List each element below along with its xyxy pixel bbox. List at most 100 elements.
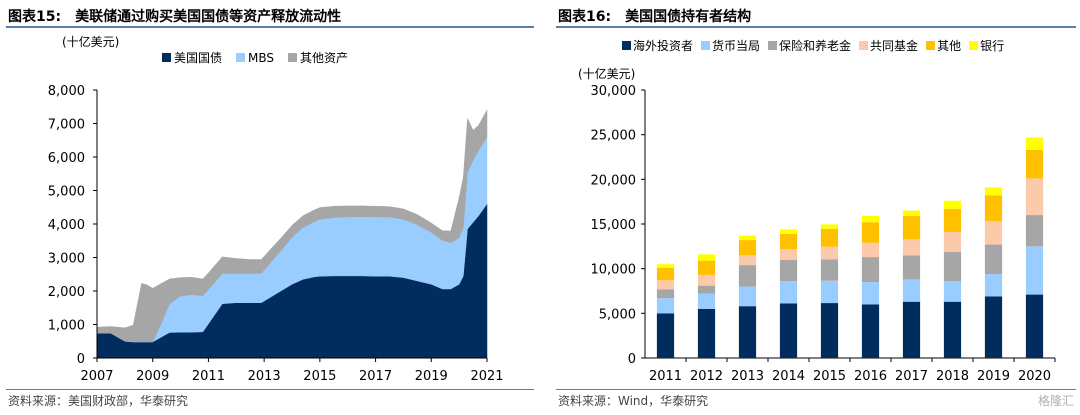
left-source-rule xyxy=(6,389,534,390)
bar-segment-5 xyxy=(984,187,1003,196)
left-figure-number: 图表15: xyxy=(8,9,62,25)
right-legend-swatch-5 xyxy=(969,41,979,50)
bar-segment-2 xyxy=(697,285,716,294)
bar-segment-0 xyxy=(861,304,880,358)
bar-segment-3 xyxy=(984,221,1003,245)
bar-segment-2 xyxy=(861,257,880,283)
bar-segment-3 xyxy=(779,249,798,260)
right-title-rule xyxy=(556,26,1076,28)
right-x-tick-label: 2011 xyxy=(649,369,682,384)
bar-segment-3 xyxy=(697,274,716,286)
left-y-tick-label: 6,000 xyxy=(48,151,85,166)
watermark-text: 格隆汇 xyxy=(1037,394,1074,408)
bar-segment-4 xyxy=(984,195,1003,222)
left-x-tick-label: 2017 xyxy=(359,369,392,384)
right-y-tick-label: 30,000 xyxy=(591,84,637,99)
bar-segment-4 xyxy=(902,215,921,240)
left-y-tick-label: 3,000 xyxy=(48,252,85,267)
bar-segment-1 xyxy=(779,281,798,304)
right-unit-label: (十亿美元) xyxy=(578,66,635,81)
left-x-tick-label: 2007 xyxy=(80,369,113,384)
bar-segment-3 xyxy=(820,246,839,260)
right-x-tick-label: 2015 xyxy=(813,369,846,384)
right-legend-label-3: 共同基金 xyxy=(870,38,918,53)
right-figure-number: 图表16: xyxy=(558,9,612,25)
left-x-tick-label: 2021 xyxy=(470,369,503,384)
right-figure-panel: 图表16: 美国国债持有者结构 海外投资者 货币当局 保险和养老金 共同基金 其他 银行 (十… xyxy=(550,0,1080,415)
right-legend-swatch-0 xyxy=(622,41,631,50)
right-x-tick-label: 2016 xyxy=(854,369,887,384)
bar-segment-1 xyxy=(738,286,757,307)
left-x-tick-label: 2015 xyxy=(303,369,336,384)
left-figure-panel: 图表15: 美联储通过购买美国国债等资产释放流动性 (十亿美元) 美国国债 MBS 其他… xyxy=(6,9,534,408)
left-y-tick-label: 5,000 xyxy=(48,185,85,200)
bar-segment-2 xyxy=(984,244,1003,275)
bar-segment-1 xyxy=(697,293,716,309)
right-legend-label-1: 货币当局 xyxy=(712,38,760,53)
right-figure-title: 图表16: 美国国债持有者结构 xyxy=(558,6,751,26)
left-unit-label: (十亿美元) xyxy=(62,34,119,49)
left-legend-label-2: 其他资产 xyxy=(300,51,348,65)
bar-segment-0 xyxy=(656,313,675,358)
left-y-tick-label: 8,000 xyxy=(48,84,85,99)
right-y-tick-label: 20,000 xyxy=(591,173,637,188)
right-legend-label-5: 银行 xyxy=(980,39,1004,53)
left-legend-swatch-2 xyxy=(288,53,298,62)
bar-segment-0 xyxy=(902,301,921,358)
left-y-tick-label: 7,000 xyxy=(48,118,85,133)
bar-segment-5 xyxy=(697,254,716,261)
left-legend-swatch-0 xyxy=(162,53,171,62)
bar-segment-1 xyxy=(820,280,839,304)
bar-segment-4 xyxy=(943,208,962,233)
bar-segment-2 xyxy=(1025,215,1044,247)
left-y-tick-label: 4,000 xyxy=(48,218,85,233)
bar-segment-1 xyxy=(1025,246,1044,295)
left-figure-title-text: 美联储通过购买美国国债等资产释放流动性 xyxy=(75,9,342,25)
bar-segment-4 xyxy=(697,260,716,275)
bar-segment-0 xyxy=(984,296,1003,358)
right-y-tick-label: 25,000 xyxy=(591,129,637,144)
bar-segment-2 xyxy=(738,265,757,287)
bar-segment-5 xyxy=(820,224,839,229)
bar-segment-5 xyxy=(943,200,962,209)
right-legend-label-0: 海外投资者 xyxy=(633,38,693,53)
right-x-tick-label: 2020 xyxy=(1018,369,1051,384)
left-x-tick-label: 2011 xyxy=(192,369,225,384)
bar-segment-4 xyxy=(1025,149,1044,179)
right-legend-swatch-1 xyxy=(701,41,711,50)
right-source-rule xyxy=(556,389,1076,390)
bar-segment-0 xyxy=(820,303,839,358)
right-legend-label-2: 保险和养老金 xyxy=(779,38,851,53)
bar-segment-4 xyxy=(656,267,675,281)
bar-segment-3 xyxy=(943,232,962,252)
right-y-tick-label: 0 xyxy=(628,352,636,367)
right-y-tick-label: 15,000 xyxy=(591,218,637,233)
bar-segment-4 xyxy=(779,233,798,250)
bar-segment-5 xyxy=(1025,137,1044,150)
bar-segment-0 xyxy=(1025,294,1044,358)
right-x-tick-label: 2013 xyxy=(731,369,764,384)
bar-segment-5 xyxy=(779,229,798,234)
left-title-rule xyxy=(6,26,534,28)
bar-segment-4 xyxy=(738,240,757,256)
bar-segment-4 xyxy=(820,228,839,247)
right-y-tick-label: 10,000 xyxy=(591,263,637,278)
bar-segment-1 xyxy=(861,282,880,305)
bar-segment-3 xyxy=(861,242,880,258)
bar-segment-0 xyxy=(697,308,716,358)
bar-segment-4 xyxy=(861,222,880,243)
stacked-area-chart: (十亿美元) 美国国债 MBS 其他资产 0 1,000 2,000 3,000 4,000 5,… xyxy=(48,34,504,384)
right-legend-swatch-2 xyxy=(768,41,778,50)
left-y-tick-label: 1,000 xyxy=(48,319,85,334)
left-x-tick-label: 2019 xyxy=(415,369,448,384)
area-series-2 xyxy=(96,109,488,343)
right-source-note: 资料来源：Wind，华泰研究 xyxy=(558,394,709,408)
bar-segment-2 xyxy=(820,259,839,281)
right-x-tick-label: 2014 xyxy=(772,369,805,384)
bar-segment-2 xyxy=(902,255,921,280)
left-legend-label-1: MBS xyxy=(248,51,274,65)
left-y-tick-label: 0 xyxy=(77,352,85,367)
right-x-tick-label: 2017 xyxy=(895,369,928,384)
right-x-tick-label: 2019 xyxy=(977,369,1010,384)
bar-segment-3 xyxy=(656,280,675,290)
